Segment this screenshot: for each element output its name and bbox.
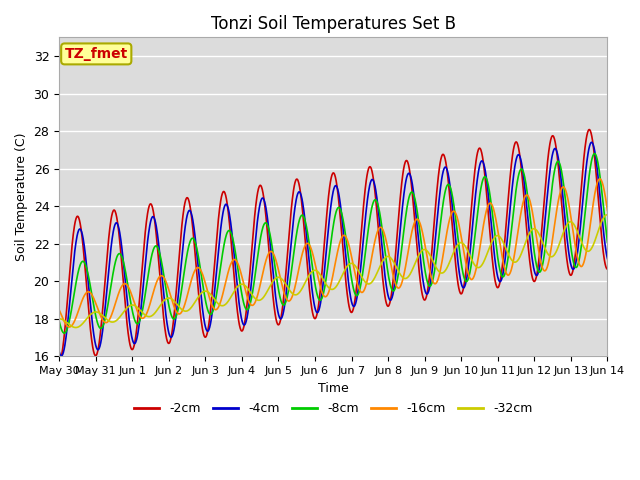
Text: TZ_fmet: TZ_fmet (65, 47, 128, 61)
Y-axis label: Soil Temperature (C): Soil Temperature (C) (15, 132, 28, 261)
X-axis label: Time: Time (318, 382, 349, 395)
Legend: -2cm, -4cm, -8cm, -16cm, -32cm: -2cm, -4cm, -8cm, -16cm, -32cm (129, 397, 538, 420)
Title: Tonzi Soil Temperatures Set B: Tonzi Soil Temperatures Set B (211, 15, 456, 33)
